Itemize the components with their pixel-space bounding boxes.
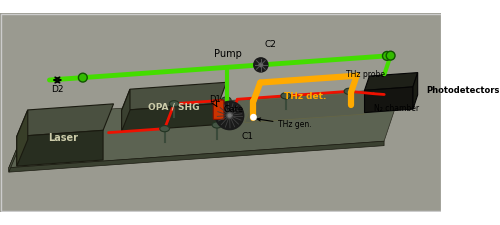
Polygon shape — [364, 87, 413, 112]
Text: Pump: Pump — [214, 49, 242, 59]
Text: THz probe: THz probe — [346, 70, 385, 79]
Ellipse shape — [344, 88, 354, 94]
Ellipse shape — [170, 101, 179, 107]
Text: N₂ chamber: N₂ chamber — [374, 104, 419, 113]
Circle shape — [227, 113, 232, 118]
Ellipse shape — [222, 97, 231, 103]
Circle shape — [251, 115, 256, 120]
Text: Photodetectors: Photodetectors — [426, 86, 500, 95]
Text: Gate: Gate — [224, 105, 244, 114]
Polygon shape — [9, 115, 31, 172]
Polygon shape — [244, 92, 372, 123]
Polygon shape — [413, 73, 418, 109]
Polygon shape — [122, 104, 218, 131]
Text: C1: C1 — [241, 132, 253, 141]
Circle shape — [216, 101, 244, 130]
Text: C2: C2 — [264, 40, 276, 49]
Polygon shape — [364, 73, 418, 90]
Polygon shape — [17, 104, 114, 136]
Text: Laser: Laser — [48, 133, 78, 143]
Circle shape — [78, 73, 87, 82]
Circle shape — [254, 58, 268, 72]
Polygon shape — [17, 110, 28, 166]
Circle shape — [259, 63, 262, 67]
Polygon shape — [9, 141, 384, 172]
Text: D2: D2 — [51, 85, 64, 94]
Text: THz det.: THz det. — [284, 92, 327, 101]
FancyBboxPatch shape — [214, 100, 224, 119]
Ellipse shape — [160, 126, 170, 132]
Text: D1: D1 — [210, 95, 222, 104]
Polygon shape — [0, 13, 442, 212]
Ellipse shape — [281, 93, 290, 99]
Polygon shape — [122, 89, 130, 131]
Circle shape — [386, 51, 395, 60]
Ellipse shape — [212, 122, 222, 128]
Text: THz gen.: THz gen. — [258, 118, 312, 129]
Polygon shape — [17, 130, 103, 166]
Polygon shape — [9, 88, 402, 168]
Text: OPA / SHG: OPA / SHG — [148, 103, 200, 112]
Polygon shape — [122, 82, 226, 110]
Circle shape — [382, 52, 392, 60]
